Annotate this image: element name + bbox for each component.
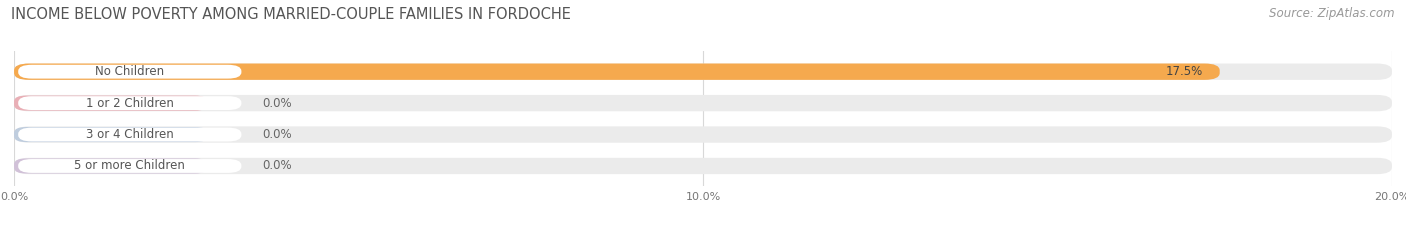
- FancyBboxPatch shape: [14, 126, 1392, 143]
- Text: 17.5%: 17.5%: [1166, 65, 1202, 78]
- FancyBboxPatch shape: [14, 96, 207, 111]
- Text: 0.0%: 0.0%: [262, 128, 291, 141]
- Text: 5 or more Children: 5 or more Children: [75, 159, 186, 172]
- FancyBboxPatch shape: [18, 159, 242, 173]
- Text: 0.0%: 0.0%: [262, 97, 291, 110]
- FancyBboxPatch shape: [18, 96, 242, 110]
- Text: Source: ZipAtlas.com: Source: ZipAtlas.com: [1270, 7, 1395, 20]
- FancyBboxPatch shape: [18, 65, 242, 79]
- Text: 1 or 2 Children: 1 or 2 Children: [86, 97, 174, 110]
- FancyBboxPatch shape: [14, 64, 1219, 80]
- Text: No Children: No Children: [96, 65, 165, 78]
- Text: 0.0%: 0.0%: [262, 159, 291, 172]
- Text: INCOME BELOW POVERTY AMONG MARRIED-COUPLE FAMILIES IN FORDOCHE: INCOME BELOW POVERTY AMONG MARRIED-COUPL…: [11, 7, 571, 22]
- FancyBboxPatch shape: [14, 158, 207, 174]
- Text: 3 or 4 Children: 3 or 4 Children: [86, 128, 174, 141]
- FancyBboxPatch shape: [14, 64, 1392, 80]
- FancyBboxPatch shape: [14, 95, 1392, 111]
- FancyBboxPatch shape: [14, 127, 207, 142]
- FancyBboxPatch shape: [14, 158, 1392, 174]
- FancyBboxPatch shape: [18, 128, 242, 141]
